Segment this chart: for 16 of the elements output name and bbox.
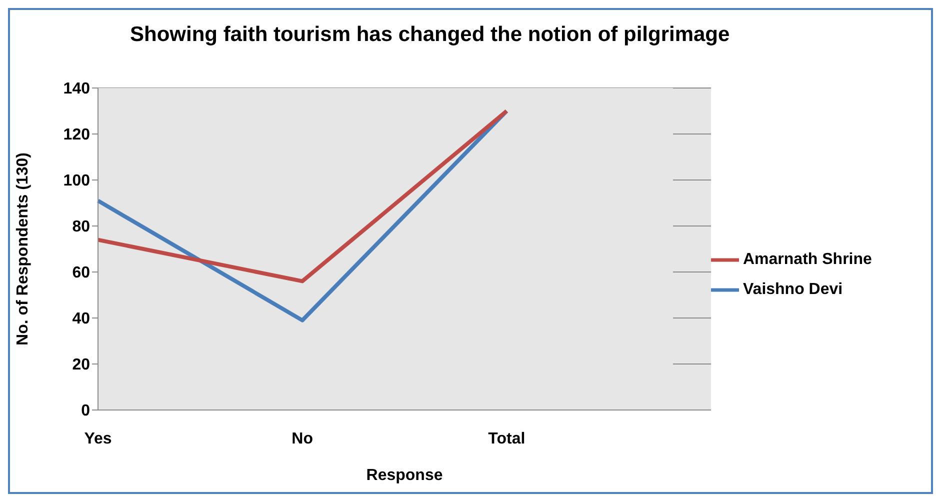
chart-title: Showing faith tourism has changed the notion of pilgrimage bbox=[129, 22, 731, 48]
y-tick-label: 80 bbox=[72, 218, 90, 236]
legend-label: Vaishno Devi bbox=[743, 281, 843, 298]
y-tick-label: 0 bbox=[81, 402, 90, 420]
y-tick-label: 40 bbox=[72, 310, 90, 328]
y-tick-label: 100 bbox=[63, 172, 90, 190]
y-tick-label: 20 bbox=[72, 356, 90, 374]
y-tick-label: 120 bbox=[63, 126, 90, 144]
y-axis-title: No. of Respondents (130) bbox=[14, 152, 32, 346]
x-tick-label: Yes bbox=[84, 430, 112, 448]
y-tick-label: 60 bbox=[72, 264, 90, 282]
x-axis-title: Response bbox=[366, 467, 443, 484]
y-tick-label: 140 bbox=[63, 80, 90, 98]
legend-label: Amarnath Shrine bbox=[743, 251, 872, 268]
x-tick-label: Total bbox=[488, 430, 526, 448]
x-tick-label: No bbox=[292, 430, 314, 448]
